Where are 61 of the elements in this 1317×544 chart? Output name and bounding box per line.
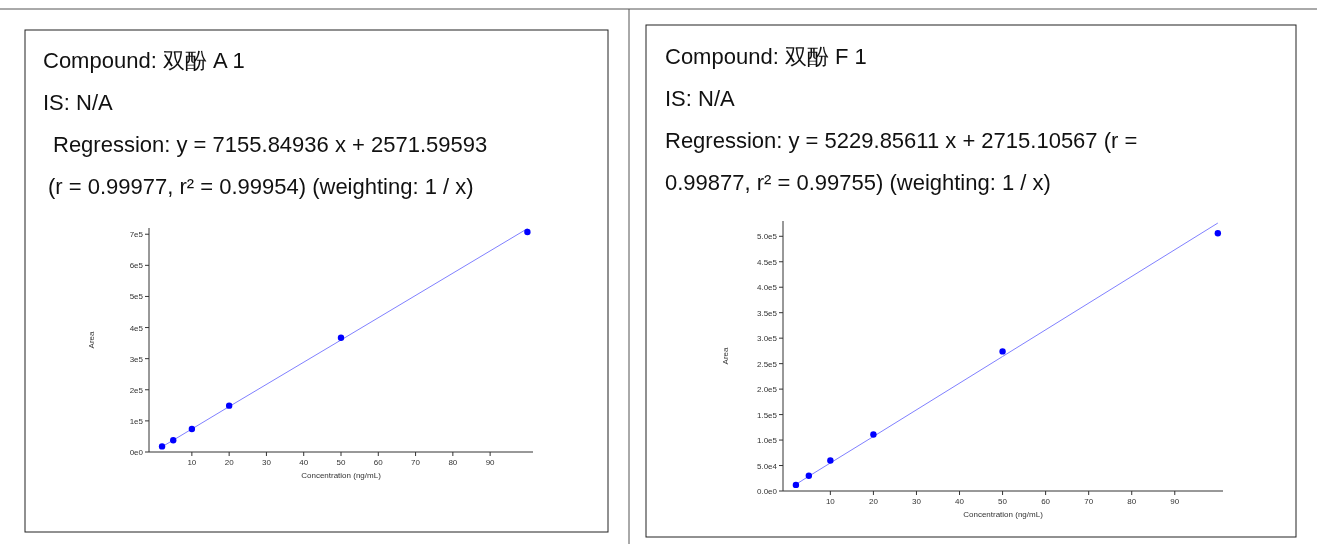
point <box>792 481 800 489</box>
y-tick-label: 1e5 <box>129 416 144 426</box>
x-tick-label: 50 <box>998 497 1008 506</box>
text: Regression: y = 7155.84936 x + 2571.59593 <box>53 132 488 157</box>
y-tick-label: 6e5 <box>129 261 144 271</box>
y-tick-label: 4.5e5 <box>756 257 778 267</box>
point <box>1214 230 1222 237</box>
y-tick-label: 2.5e5 <box>756 359 778 369</box>
y-tick-label: 2.0e5 <box>756 385 778 395</box>
x-tick-label: 80 <box>448 458 458 467</box>
x-tick-label: 30 <box>261 458 272 467</box>
y-tick-label: 5.0e5 <box>756 232 778 242</box>
point <box>188 425 196 433</box>
point <box>999 348 1006 355</box>
x-tick-label: 10 <box>825 497 836 506</box>
y-tick-label: 2e5 <box>129 385 144 395</box>
x-tick-label: 90 <box>485 458 496 467</box>
y-tick-label: 5.0e4 <box>756 461 778 471</box>
x-tick-label: 40 <box>955 497 965 506</box>
point <box>805 472 813 479</box>
y-tick-label: 3e5 <box>129 354 144 364</box>
point <box>337 334 345 342</box>
y-tick-label: 4e5 <box>129 323 144 333</box>
point <box>170 436 177 444</box>
x-tick-label: 50 <box>336 458 346 467</box>
point <box>870 431 877 438</box>
text: 0.99877, r² = 0.99755) (weighting: 1 / x) <box>665 170 1051 195</box>
x-tick-label: 60 <box>1041 497 1051 506</box>
chart-title: Compound: 双酚 A 1 <box>43 48 245 73</box>
y-tick-label: 4.0e5 <box>756 283 778 293</box>
x-tick-label: 40 <box>299 458 309 467</box>
x-tick-label: 10 <box>187 458 197 467</box>
x-axis-title: Concentration (ng/mL) <box>301 471 382 480</box>
x-tick-label: 90 <box>1170 497 1180 506</box>
x-axis-title: Concentration (ng/mL) <box>963 510 1044 519</box>
y-axis-title: Area <box>721 347 730 365</box>
point <box>524 228 531 236</box>
y-tick-label: 0e0 <box>129 448 144 457</box>
text: Regression: y = 5229.85611 x + 2715.10567 (r = <box>665 128 1138 153</box>
y-tick-label: 5e5 <box>129 292 144 302</box>
x-tick-label: 80 <box>1127 497 1137 506</box>
y-tick-label: 1.0e5 <box>756 436 778 446</box>
y-tick-label: 0.0e0 <box>756 487 778 496</box>
x-tick-label: 70 <box>411 458 421 467</box>
x-tick-label: 20 <box>868 497 879 506</box>
chart-subtitle: IS: N/A <box>43 90 114 115</box>
point <box>225 402 233 409</box>
y-axis-title: Area <box>87 331 96 349</box>
x-tick-label: 30 <box>912 497 922 506</box>
x-tick-label: 70 <box>1084 497 1094 506</box>
y-tick-label: 7e5 <box>129 230 144 240</box>
y-tick-label: 3.0e5 <box>756 334 778 344</box>
y-tick-label: 1.5e5 <box>756 410 778 420</box>
x-tick-label: 20 <box>224 458 235 467</box>
y-tick-label: 3.5e5 <box>756 308 778 318</box>
text: (r = 0.99977, r² = 0.99954) (weighting: 1 / x) <box>48 174 474 199</box>
chart-subtitle: IS: N/A <box>665 86 736 111</box>
chart-title: Compound: 双酚 F 1 <box>665 44 867 69</box>
point <box>158 443 166 450</box>
point <box>827 457 834 464</box>
x-tick-label: 60 <box>373 458 384 467</box>
